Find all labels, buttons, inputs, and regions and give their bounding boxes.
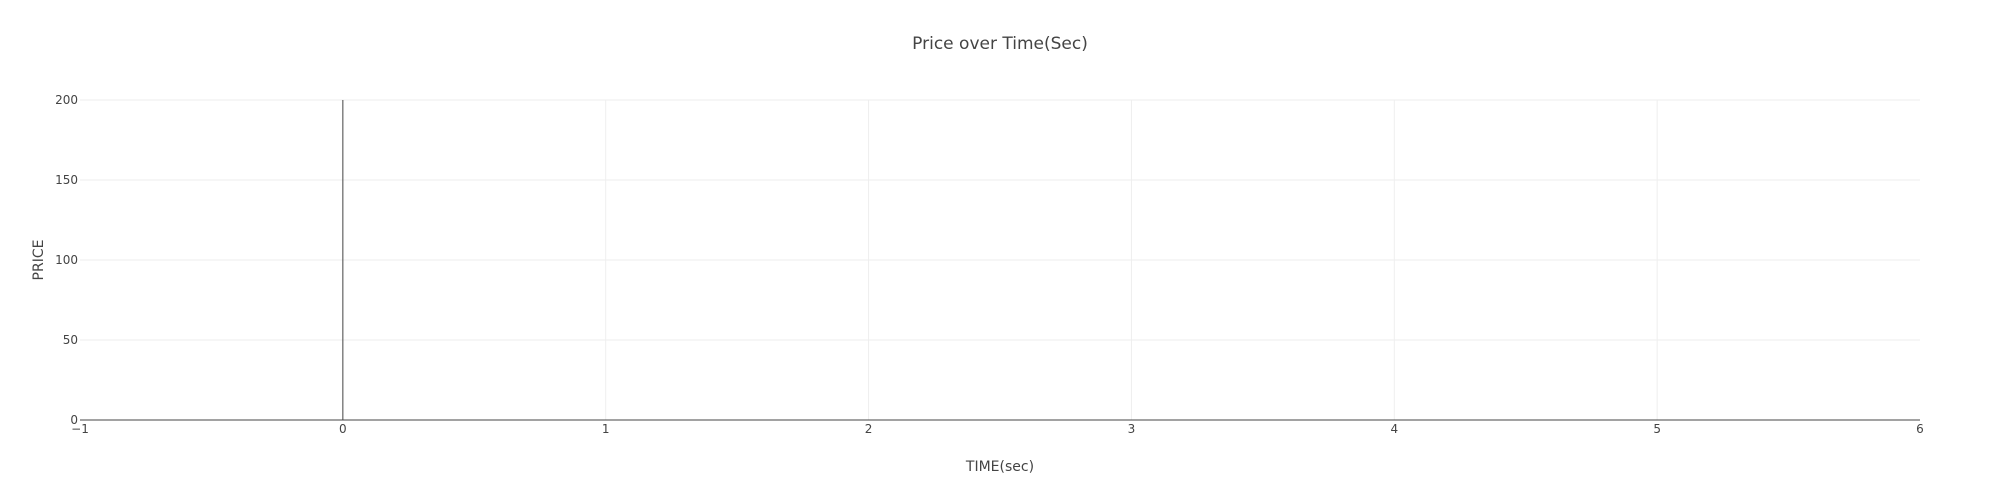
x-tick-label: 2 — [865, 422, 873, 436]
x-tick-label: 6 — [1916, 422, 1924, 436]
x-tick-label: 1 — [602, 422, 610, 436]
chart-title: Price over Time(Sec) — [912, 34, 1088, 54]
x-tick-label: 4 — [1390, 422, 1398, 436]
y-tick-label: 0 — [70, 413, 78, 427]
y-axis-title: PRICE — [31, 240, 47, 281]
x-tick-label: 0 — [339, 422, 347, 436]
x-tick-label: −1 — [71, 422, 89, 436]
y-tick-label: 150 — [55, 173, 78, 187]
y-tick-label: 200 — [55, 93, 78, 107]
y-tick-label: 100 — [55, 253, 78, 267]
grid-lines — [80, 99, 1920, 420]
axes — [80, 100, 1920, 421]
x-axis-title: TIME(sec) — [965, 459, 1034, 475]
y-tick-label: 50 — [63, 333, 78, 347]
x-tick-label: 5 — [1653, 422, 1661, 436]
x-tick-label: 3 — [1128, 422, 1136, 436]
